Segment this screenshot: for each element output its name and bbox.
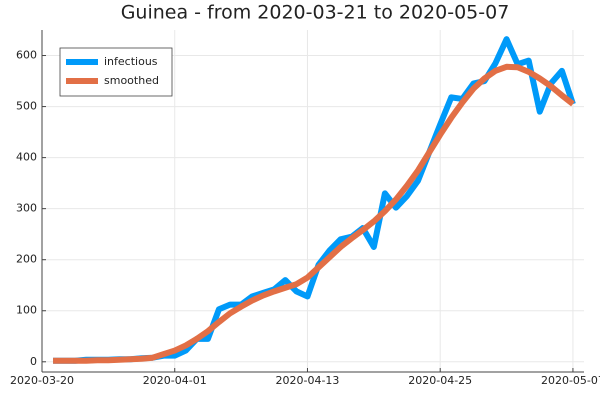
chart-title: Guinea - from 2020-03-21 to 2020-05-07: [121, 2, 510, 24]
x-tick-label: 2020-05-07: [541, 374, 600, 387]
y-tick-label: 100: [16, 304, 37, 317]
x-tick-label: 2020-04-25: [408, 374, 472, 387]
y-tick-label: 600: [16, 49, 37, 62]
x-tick-label: 2020-03-20: [10, 374, 74, 387]
series-line: [53, 63, 575, 364]
legend-label: smoothed: [104, 74, 159, 87]
legend-box: [59, 47, 173, 97]
x-tick-label: 2020-04-13: [276, 374, 340, 387]
y-tick-label: 500: [16, 100, 37, 113]
legend-label: infectious: [104, 55, 158, 68]
x-tick-label: 2020-04-01: [143, 374, 207, 387]
y-tick-label: 0: [30, 355, 37, 368]
y-tick-label: 300: [16, 202, 37, 215]
y-tick-label: 200: [16, 253, 37, 266]
y-tick-label: 400: [16, 151, 37, 164]
